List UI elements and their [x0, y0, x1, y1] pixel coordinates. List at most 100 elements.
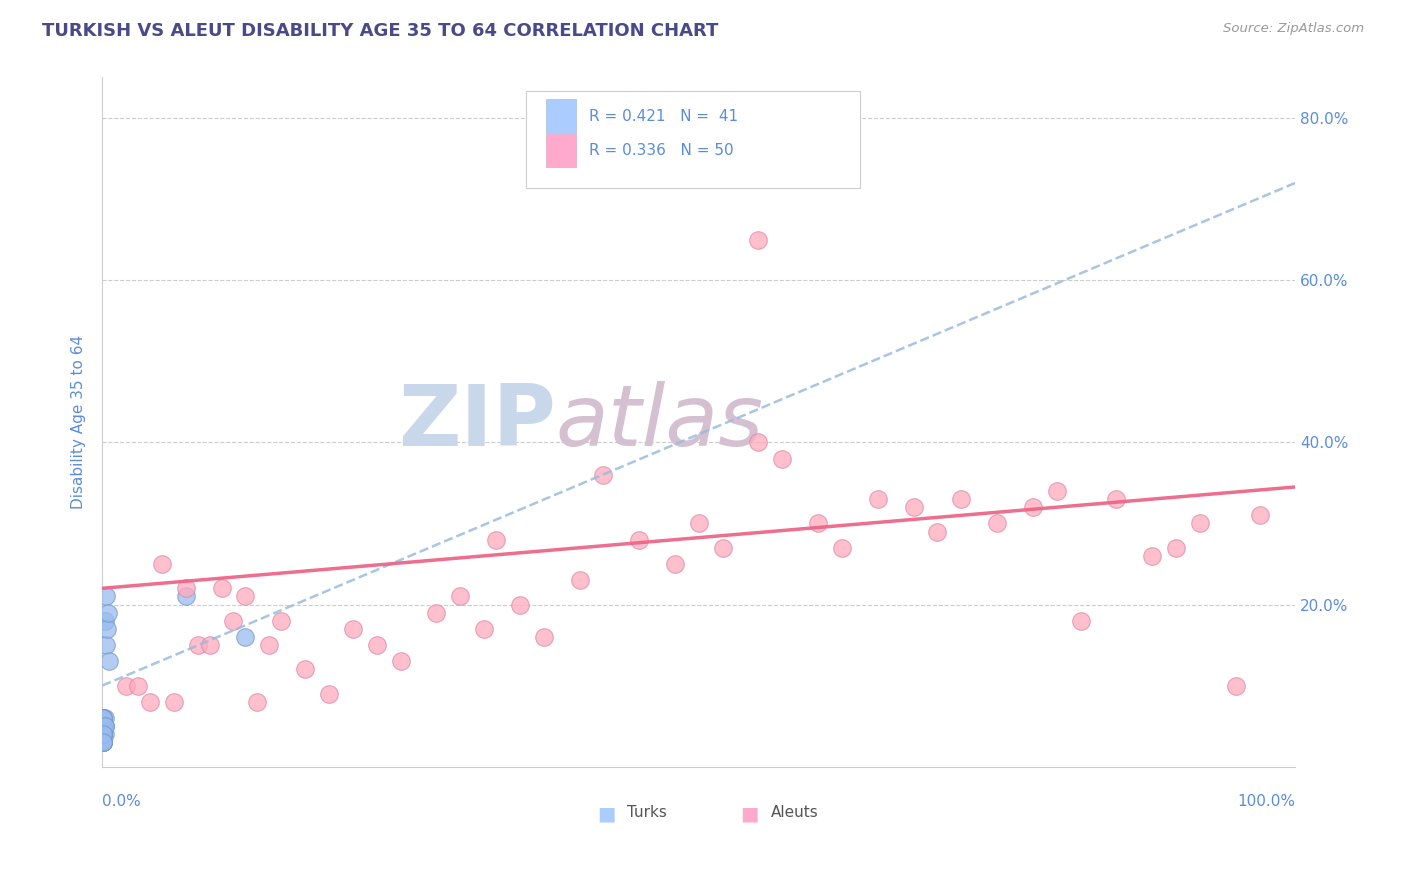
Text: Aleuts: Aleuts — [770, 805, 818, 820]
Point — [139, 695, 162, 709]
Point — [93, 711, 115, 725]
Point — [1225, 679, 1247, 693]
Point — [174, 582, 197, 596]
Point — [509, 598, 531, 612]
Text: Turks: Turks — [627, 805, 666, 820]
Point — [93, 719, 115, 733]
Point — [927, 524, 949, 539]
Point — [97, 606, 120, 620]
Point — [93, 727, 115, 741]
Point — [688, 516, 710, 531]
Point — [93, 719, 115, 733]
Point — [127, 679, 149, 693]
Point — [807, 516, 830, 531]
Point — [903, 500, 925, 515]
Point — [533, 630, 555, 644]
Point — [93, 727, 115, 741]
Point — [93, 735, 115, 749]
Text: ZIP: ZIP — [398, 381, 555, 464]
Point — [747, 435, 769, 450]
Point — [174, 590, 197, 604]
Point — [93, 735, 115, 749]
Point — [91, 727, 114, 741]
Point — [1022, 500, 1045, 515]
Point — [93, 735, 115, 749]
Point — [93, 727, 115, 741]
Text: R = 0.336   N = 50: R = 0.336 N = 50 — [589, 143, 734, 158]
Point — [866, 492, 889, 507]
Point — [592, 467, 614, 482]
Point — [93, 711, 115, 725]
Point — [115, 679, 138, 693]
Point — [93, 735, 115, 749]
Point — [93, 735, 115, 749]
Point — [270, 614, 292, 628]
Text: 100.0%: 100.0% — [1237, 794, 1295, 809]
Point — [1188, 516, 1211, 531]
Point — [93, 735, 115, 749]
Point — [1249, 508, 1271, 523]
Point — [628, 533, 651, 547]
Text: atlas: atlas — [555, 381, 763, 464]
Point — [93, 735, 115, 749]
Point — [246, 695, 269, 709]
Point — [389, 654, 412, 668]
Text: 0.0%: 0.0% — [103, 794, 141, 809]
Point — [235, 630, 257, 644]
FancyBboxPatch shape — [526, 91, 860, 187]
Point — [831, 541, 853, 555]
Point — [1166, 541, 1188, 555]
Point — [342, 622, 364, 636]
Point — [1142, 549, 1164, 563]
Point — [485, 533, 508, 547]
Point — [96, 622, 118, 636]
Point — [93, 735, 115, 749]
Point — [711, 541, 734, 555]
Point — [93, 727, 115, 741]
Point — [198, 638, 221, 652]
Point — [259, 638, 281, 652]
Point — [93, 711, 115, 725]
Point — [222, 614, 245, 628]
Text: R = 0.421   N =  41: R = 0.421 N = 41 — [589, 109, 738, 123]
Point — [235, 590, 257, 604]
Text: ■: ■ — [740, 805, 758, 823]
Point — [94, 638, 117, 652]
Point — [950, 492, 973, 507]
Point — [664, 557, 686, 571]
Point — [986, 516, 1008, 531]
Point — [770, 451, 793, 466]
Point — [187, 638, 209, 652]
Text: Source: ZipAtlas.com: Source: ZipAtlas.com — [1223, 22, 1364, 36]
Point — [93, 719, 115, 733]
Point — [93, 727, 115, 741]
Point — [366, 638, 388, 652]
Bar — [546, 100, 576, 133]
Point — [1070, 614, 1092, 628]
Point — [93, 735, 115, 749]
Point — [93, 719, 115, 733]
Point — [1046, 483, 1069, 498]
Point — [150, 557, 173, 571]
Point — [93, 727, 115, 741]
Point — [93, 727, 115, 741]
Point — [93, 719, 115, 733]
Point — [318, 687, 340, 701]
Point — [93, 735, 115, 749]
Point — [211, 582, 233, 596]
Point — [93, 711, 115, 725]
Point — [1105, 492, 1128, 507]
Point — [98, 654, 121, 668]
Point — [568, 573, 591, 587]
Point — [94, 590, 117, 604]
Point — [93, 614, 115, 628]
Point — [93, 719, 115, 733]
Point — [93, 719, 115, 733]
Point — [93, 727, 115, 741]
Point — [93, 711, 115, 725]
Point — [163, 695, 186, 709]
Text: TURKISH VS ALEUT DISABILITY AGE 35 TO 64 CORRELATION CHART: TURKISH VS ALEUT DISABILITY AGE 35 TO 64… — [42, 22, 718, 40]
Point — [425, 606, 447, 620]
Point — [93, 727, 115, 741]
Text: ■: ■ — [598, 805, 616, 823]
